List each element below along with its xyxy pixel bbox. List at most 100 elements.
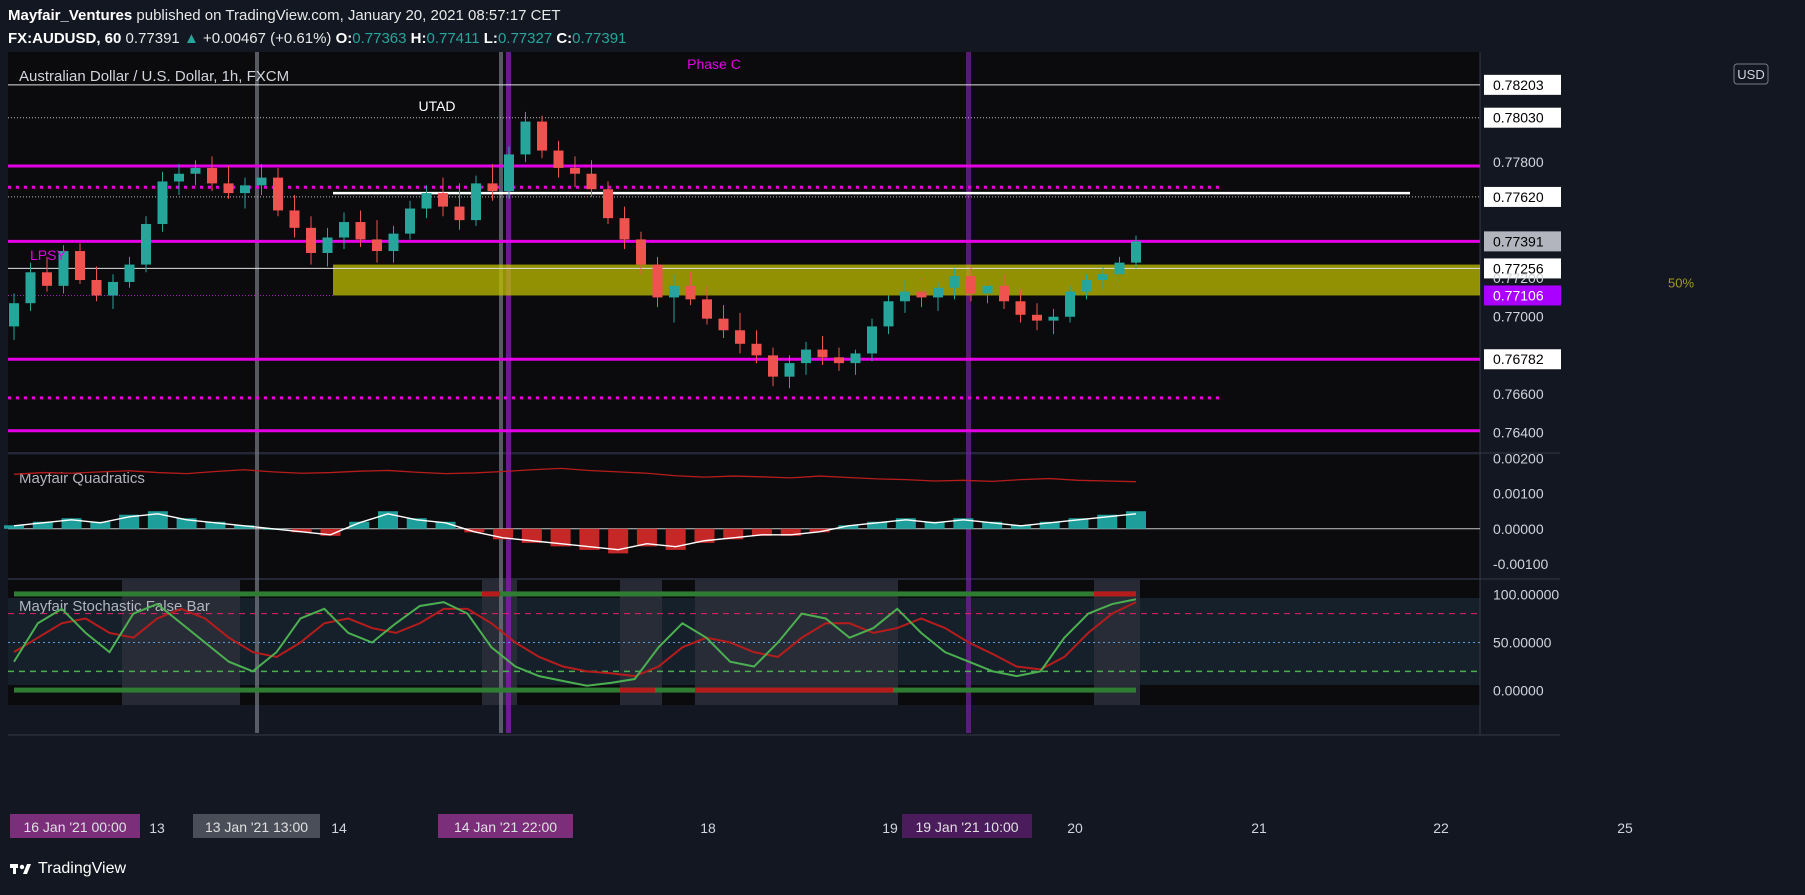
- candle-body: [108, 281, 118, 296]
- candle-body: [306, 227, 316, 253]
- phase-c-label: Phase C: [687, 56, 741, 72]
- candle-body: [9, 303, 19, 327]
- candle-body: [157, 181, 168, 224]
- candle-body: [355, 222, 366, 240]
- candle-body: [190, 167, 201, 174]
- quadratics-bar: [924, 521, 945, 529]
- quadratics-bar: [205, 521, 226, 529]
- quadratics-bar: [4, 525, 24, 529]
- candle-body: [372, 239, 382, 252]
- quadratics-tick: 0.00200: [1493, 451, 1544, 467]
- symbol-label: FX:AUDUSD, 60: [8, 30, 122, 47]
- price-tick: 0.76400: [1493, 425, 1544, 441]
- price-box-purple-box: [1484, 285, 1561, 306]
- candle-body: [141, 223, 151, 265]
- candle-body: [768, 355, 778, 377]
- candle-body: [702, 299, 712, 319]
- quadratics-bar: [780, 528, 801, 536]
- stochastic-k-line: [13, 598, 1137, 687]
- candle-body: [1015, 301, 1026, 315]
- time-box-label: 13 Jan '21 13:00: [205, 819, 308, 835]
- price-tick: 0.76600: [1493, 386, 1544, 402]
- change-value: +0.00467 (+0.61%): [202, 30, 332, 47]
- candle-body: [586, 173, 597, 190]
- candle-body: [537, 121, 547, 151]
- price-box-3-box: [1484, 186, 1561, 207]
- publish-info: published on TradingView.com, January 20…: [136, 7, 561, 24]
- quadratics-bar: [867, 521, 888, 529]
- last-price-box: 0.77391: [1493, 233, 1544, 249]
- top-red-bar: [482, 591, 500, 597]
- time-box-label: 19 Jan '21 10:00: [915, 819, 1018, 835]
- candle-body: [1131, 241, 1141, 263]
- price-box-top: 0.78203: [1493, 77, 1544, 93]
- candle-body: [603, 189, 613, 219]
- candle-body: [982, 285, 993, 294]
- quadratics-bar: [320, 528, 341, 536]
- quadratics-bar: [1097, 514, 1118, 529]
- time-box: [193, 814, 320, 838]
- tradingview-logo-icon: [10, 862, 32, 876]
- time-box-label: 14 Jan '21 22:00: [454, 819, 557, 835]
- candle-body: [570, 167, 580, 174]
- quadratics-bar: [176, 518, 197, 529]
- candle-body: [454, 206, 465, 221]
- candle-body: [1114, 262, 1125, 275]
- quadratics-bar: [809, 528, 830, 533]
- candle-body: [273, 177, 283, 211]
- quadratics-bar: [521, 528, 542, 543]
- last-price-box-box: [1484, 231, 1561, 252]
- candle-body: [999, 285, 1009, 302]
- utad-label: UTAD: [418, 98, 455, 114]
- tradingview-brand[interactable]: TradingView: [10, 860, 126, 878]
- ohlc-line: FX:AUDUSD, 60 0.77391 ▲ +0.00467 (+0.61%…: [8, 30, 626, 47]
- open-value: 0.77363: [352, 30, 407, 47]
- candle-body: [91, 280, 102, 296]
- quadratics-bar: [550, 528, 571, 547]
- quadratics-bar: [953, 518, 974, 529]
- false-bar-zone: [620, 580, 662, 705]
- candle-body: [784, 363, 795, 377]
- vertical-marker: [255, 52, 259, 733]
- candle-body: [735, 330, 745, 344]
- fifty-percent-label: 50%: [1668, 276, 1694, 291]
- candle-body: [388, 233, 399, 252]
- candle-body: [471, 183, 481, 221]
- price-box-5-box: [1484, 349, 1561, 370]
- candle-body: [850, 353, 861, 364]
- vertical-marker: [966, 52, 971, 733]
- brand-name: TradingView: [38, 860, 127, 877]
- price-box-2: 0.78030: [1493, 110, 1544, 126]
- candle-body: [867, 326, 877, 354]
- candle-body: [619, 218, 630, 240]
- quadratics-name: Mayfair Quadratics: [19, 470, 145, 487]
- price-box-5: 0.76782: [1493, 351, 1544, 367]
- candle-body: [289, 210, 300, 228]
- candle-body: [223, 183, 234, 194]
- candle-body: [75, 251, 85, 281]
- quadratics-bar: [723, 528, 744, 540]
- time-tick: 13: [149, 820, 165, 836]
- price-tick: 0.77200: [1493, 270, 1544, 286]
- open-label: O:: [335, 30, 353, 47]
- stochastic-tick: 50.00000: [1493, 635, 1552, 651]
- candle-body: [916, 291, 927, 298]
- currency-box: [1733, 63, 1769, 85]
- candle-body: [834, 357, 844, 364]
- candle-body: [801, 349, 811, 364]
- bottom-red-bar: [695, 687, 893, 693]
- quadratics-bar: [1126, 511, 1146, 529]
- candle-body: [1065, 291, 1075, 317]
- low-label: L:: [483, 30, 498, 47]
- quadratics-tick: 0.00000: [1493, 521, 1544, 537]
- candle-body: [949, 276, 960, 288]
- time-box: [902, 814, 1032, 838]
- time-tick: 22: [1433, 820, 1449, 836]
- quadratics-bar: [1010, 525, 1031, 529]
- author-name[interactable]: Mayfair_Ventures: [8, 7, 133, 24]
- candle-body: [240, 185, 250, 194]
- time-box-label: 16 Jan '21 00:00: [23, 819, 126, 835]
- price-box-2-box: [1484, 107, 1561, 128]
- price-box-top-box: [1484, 74, 1561, 95]
